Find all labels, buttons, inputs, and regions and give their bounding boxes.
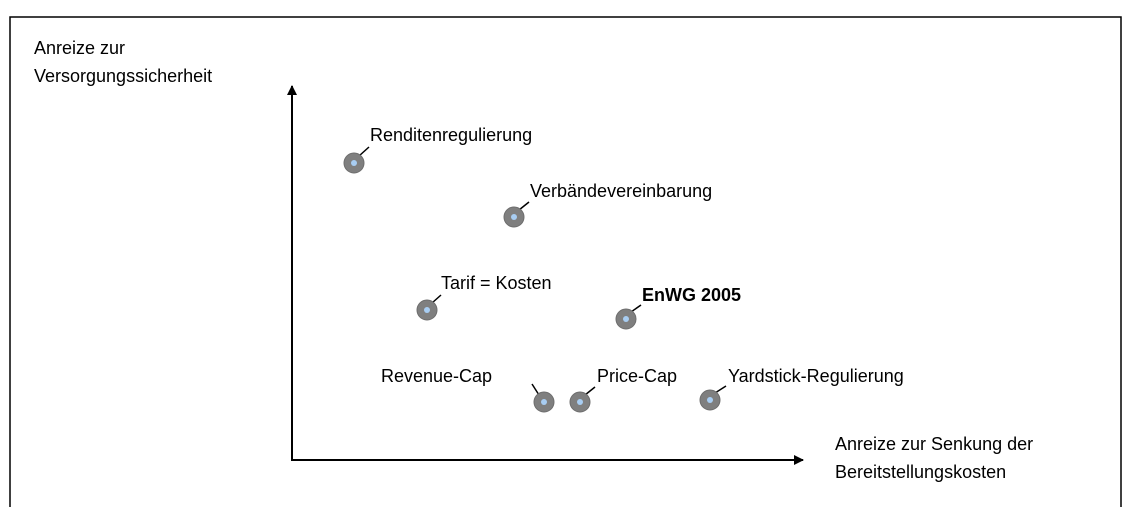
node-label: Yardstick-Regulierung xyxy=(728,366,904,386)
node-dot-center xyxy=(541,399,547,405)
leader-line xyxy=(630,304,642,313)
leader-line xyxy=(531,383,540,396)
node-dot-center xyxy=(707,397,713,403)
x-axis-label: Bereitstellungskosten xyxy=(835,462,1006,482)
leader-line xyxy=(518,201,530,211)
node-dot-center xyxy=(511,214,517,220)
node-dot-center xyxy=(351,160,357,166)
node-label: EnWG 2005 xyxy=(642,285,741,305)
node-dot-center xyxy=(623,316,629,322)
node-label: Price-Cap xyxy=(597,366,677,386)
node-dot-center xyxy=(424,307,430,313)
node-label: Renditenregulierung xyxy=(370,125,532,145)
node-label: Tarif = Kosten xyxy=(441,273,552,293)
node-dot-center xyxy=(577,399,583,405)
leader-line xyxy=(584,386,596,396)
leader-line xyxy=(431,294,442,304)
leader-line xyxy=(714,385,727,394)
y-axis-label: Versorgungssicherheit xyxy=(34,66,212,86)
node-label: Revenue-Cap xyxy=(381,366,492,386)
node-label: Verbändevereinbarung xyxy=(530,181,712,201)
frame xyxy=(9,16,1122,507)
y-axis-label: Anreize zur xyxy=(34,38,125,58)
x-axis-label: Anreize zur Senkung der xyxy=(835,434,1033,454)
leader-line xyxy=(358,146,370,157)
